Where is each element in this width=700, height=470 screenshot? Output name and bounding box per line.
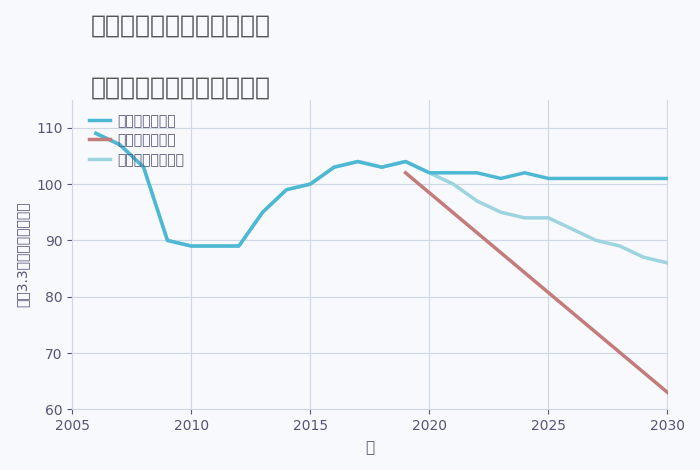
ノーマルシナリオ [282,187,290,193]
ノーマルシナリオ [377,164,386,170]
グッドシナリオ [234,243,243,249]
グッドシナリオ [616,176,624,181]
グッドシナリオ [568,176,576,181]
グッドシナリオ [640,176,648,181]
グッドシナリオ [211,243,219,249]
グッドシナリオ [187,243,195,249]
Line: バッドシナリオ: バッドシナリオ [405,173,668,392]
グッドシナリオ [544,176,552,181]
ノーマルシナリオ [401,159,410,164]
バッドシナリオ [401,170,410,176]
ノーマルシナリオ [664,260,672,266]
ノーマルシナリオ [544,215,552,221]
ノーマルシナリオ [258,210,267,215]
ノーマルシナリオ [616,243,624,249]
Text: 中古マンションの価格推移: 中古マンションの価格推移 [91,75,271,99]
グッドシナリオ [163,237,172,243]
Line: ノーマルシナリオ: ノーマルシナリオ [96,133,668,263]
ノーマルシナリオ [449,181,457,187]
グッドシナリオ [473,170,481,176]
ノーマルシナリオ [116,142,124,148]
Legend: グッドシナリオ, バッドシナリオ, ノーマルシナリオ: グッドシナリオ, バッドシナリオ, ノーマルシナリオ [85,110,188,171]
ノーマルシナリオ [139,164,148,170]
グッドシナリオ [425,170,433,176]
ノーマルシナリオ [354,159,362,164]
ノーマルシナリオ [425,170,433,176]
グッドシナリオ [664,176,672,181]
ノーマルシナリオ [234,243,243,249]
グッドシナリオ [520,170,528,176]
グッドシナリオ [258,210,267,215]
グッドシナリオ [139,164,148,170]
ノーマルシナリオ [330,164,338,170]
グッドシナリオ [496,176,505,181]
グッドシナリオ [377,164,386,170]
ノーマルシナリオ [568,226,576,232]
ノーマルシナリオ [640,254,648,260]
グッドシナリオ [116,142,124,148]
グッドシナリオ [592,176,601,181]
グッドシナリオ [92,131,100,136]
ノーマルシナリオ [592,237,601,243]
グッドシナリオ [354,159,362,164]
ノーマルシナリオ [211,243,219,249]
Line: グッドシナリオ: グッドシナリオ [96,133,668,246]
ノーマルシナリオ [92,131,100,136]
ノーマルシナリオ [187,243,195,249]
グッドシナリオ [282,187,290,193]
X-axis label: 年: 年 [365,440,375,455]
ノーマルシナリオ [306,181,314,187]
ノーマルシナリオ [163,237,172,243]
ノーマルシナリオ [520,215,528,221]
バッドシナリオ [664,390,672,395]
グッドシナリオ [306,181,314,187]
ノーマルシナリオ [473,198,481,204]
ノーマルシナリオ [496,210,505,215]
Y-axis label: 平（3.3㎡）単価（万円）: 平（3.3㎡）単価（万円） [15,202,29,307]
グッドシナリオ [401,159,410,164]
グッドシナリオ [449,170,457,176]
グッドシナリオ [330,164,338,170]
Text: 奈良県磯城郡川西町保田の: 奈良県磯城郡川西町保田の [91,14,271,38]
